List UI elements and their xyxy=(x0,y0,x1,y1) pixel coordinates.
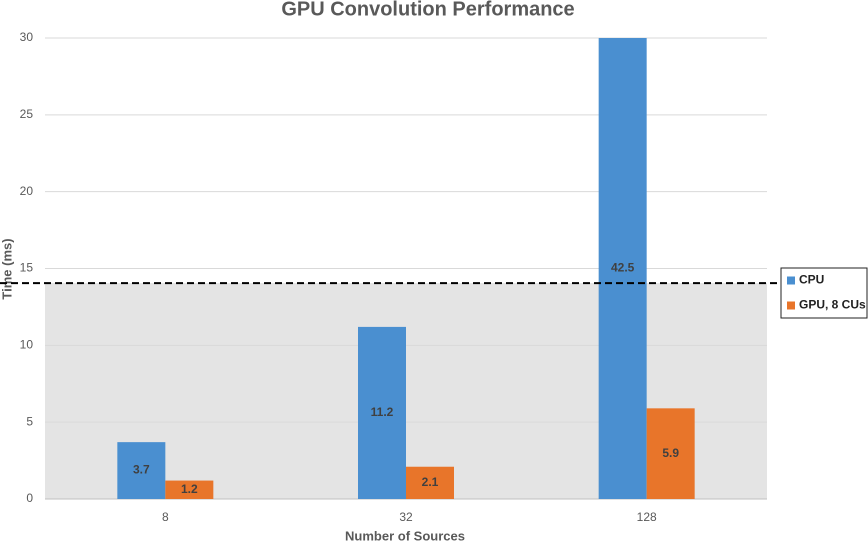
y-tick-label: 30 xyxy=(20,30,34,44)
y-tick-label: 5 xyxy=(26,414,33,428)
x-tick-label: 128 xyxy=(637,510,657,524)
x-tick-label: 32 xyxy=(399,510,413,524)
chart-title: GPU Convolution Performance xyxy=(281,0,574,20)
value-label: 3.7 xyxy=(133,463,150,477)
y-tick-label: 20 xyxy=(20,184,34,198)
y-axis-label: Time (ms) xyxy=(0,238,14,299)
value-label: 5.9 xyxy=(662,446,679,460)
y-tick-label: 10 xyxy=(20,338,34,352)
bar xyxy=(358,326,406,499)
legend-box xyxy=(780,267,868,319)
legend-label: CPU xyxy=(799,273,824,287)
x-axis-label: Number of Sources xyxy=(345,528,465,542)
y-tick-label: 15 xyxy=(20,261,34,275)
legend-label: GPU, 8 CUs xyxy=(799,298,866,312)
bar xyxy=(646,408,695,499)
bar xyxy=(165,480,214,499)
bar-layer xyxy=(117,38,695,499)
label-layer: 0 5 10 15 20 25 30 8 3.7 1.2 32 11.2 2.1 128 42.5 5.9 CP… xyxy=(0,30,868,524)
y-tick-label: 25 xyxy=(20,107,34,121)
y-tick-label: 0 xyxy=(26,491,33,505)
bar xyxy=(117,442,166,499)
legend-swatch xyxy=(787,276,795,285)
x-tick-label: 8 xyxy=(162,510,169,524)
value-label: 1.2 xyxy=(181,482,198,496)
value-label: 42.5 xyxy=(611,261,635,275)
value-label: 11.2 xyxy=(371,405,394,419)
bar xyxy=(598,38,647,499)
value-label: 2.1 xyxy=(422,475,439,489)
bar xyxy=(406,466,454,499)
legend-swatch xyxy=(787,301,795,310)
